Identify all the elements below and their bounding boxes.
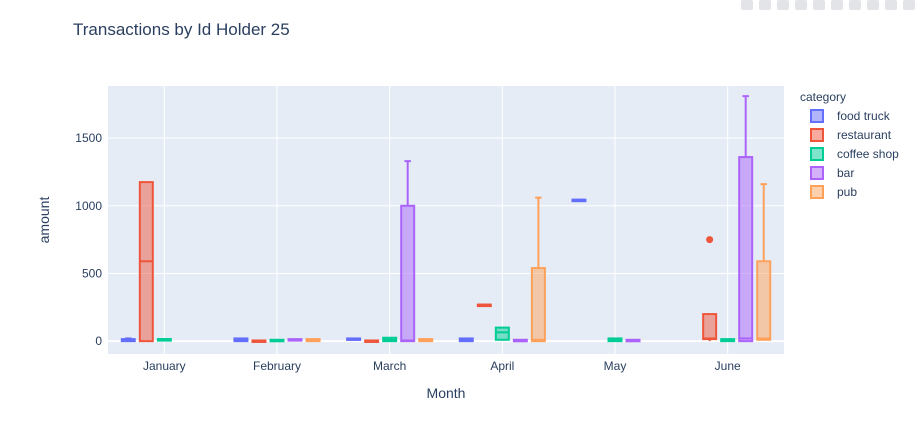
pan-icon[interactable]: [777, 0, 789, 10]
reset-axes-icon[interactable]: [885, 0, 897, 10]
plotly-logo-icon[interactable]: [903, 0, 915, 10]
x-tick-label: April: [490, 359, 514, 373]
box-mark[interactable]: [400, 160, 416, 343]
box-mark[interactable]: [720, 338, 736, 343]
box-traces: [120, 95, 772, 343]
chart-title: Transactions by Id Holder 25: [73, 20, 290, 39]
legend-item-pub[interactable]: pub: [810, 185, 857, 199]
x-tick-label: March: [373, 359, 406, 373]
legend-label: food truck: [837, 109, 891, 123]
box-mark[interactable]: [418, 338, 434, 343]
zoom-icon[interactable]: [759, 0, 771, 10]
box-mark[interactable]: [269, 338, 285, 343]
series-restaurant: [138, 181, 718, 343]
box-mark[interactable]: [571, 198, 587, 203]
select-box-icon[interactable]: [795, 0, 807, 10]
y-tick-label: 1000: [75, 199, 102, 213]
x-axis-ticks: January February March April May June: [143, 359, 741, 373]
x-axis-label: Month: [427, 385, 466, 401]
box-mark[interactable]: [702, 236, 718, 342]
box-mark[interactable]: [458, 337, 474, 343]
box-mark[interactable]: [756, 183, 772, 341]
box-mark[interactable]: [476, 303, 492, 308]
box-mark[interactable]: [625, 338, 641, 343]
lasso-icon[interactable]: [813, 0, 825, 10]
box-body: [530, 267, 546, 343]
legend-item-food-truck[interactable]: food truck: [810, 109, 891, 123]
box-mark[interactable]: [512, 338, 528, 343]
y-tick-label: 500: [82, 266, 102, 280]
x-tick-label: June: [715, 359, 741, 373]
box-mark[interactable]: [305, 338, 321, 343]
zoom-in-icon[interactable]: [831, 0, 843, 10]
x-tick-label: February: [253, 359, 301, 373]
box-body: [494, 326, 510, 341]
legend-label: restaurant: [837, 128, 892, 142]
y-tick-label: 0: [95, 334, 102, 348]
box-mark[interactable]: [494, 326, 510, 341]
legend-item-coffee-shop[interactable]: coffee shop: [810, 147, 899, 161]
box-mark[interactable]: [607, 337, 623, 343]
legend-swatch: [810, 147, 824, 161]
y-axis-label: amount: [36, 197, 52, 244]
y-tick-label: 1500: [75, 131, 102, 145]
legend-swatch: [810, 166, 824, 180]
legend-label: coffee shop: [837, 147, 899, 161]
x-tick-label: May: [604, 359, 627, 373]
legend-swatch: [810, 128, 824, 142]
box-mark[interactable]: [530, 196, 546, 343]
outlier-point[interactable]: [706, 236, 714, 244]
box-mark[interactable]: [156, 338, 172, 342]
box-body: [756, 260, 772, 341]
legend-label: pub: [837, 185, 857, 199]
box-body: [738, 156, 754, 343]
legend-swatch: [810, 185, 824, 199]
series-food-truck: [120, 198, 587, 343]
box-mark[interactable]: [251, 339, 267, 343]
box-mark[interactable]: [120, 337, 136, 343]
box-mark[interactable]: [364, 339, 380, 343]
legend-label: bar: [837, 166, 854, 180]
series-pub: [305, 183, 772, 343]
series-coffee-shop: [156, 326, 736, 343]
legend: category food truck restaurant coffee shop…: [800, 90, 899, 199]
camera-icon[interactable]: [741, 0, 753, 10]
box-mark[interactable]: [138, 181, 154, 343]
zoom-out-icon[interactable]: [849, 0, 861, 10]
autoscale-icon[interactable]: [867, 0, 879, 10]
plot-modebar[interactable]: [741, 0, 915, 10]
legend-title: category: [800, 90, 846, 104]
box-mark[interactable]: [346, 337, 362, 341]
box-body: [400, 204, 416, 343]
series-bar: [287, 95, 754, 343]
x-tick-label: January: [143, 359, 186, 373]
y-axis-ticks: 0 500 1000 1500: [75, 131, 102, 348]
box-body: [702, 313, 718, 341]
legend-item-bar[interactable]: bar: [810, 166, 854, 180]
box-mark[interactable]: [738, 95, 754, 343]
legend-item-restaurant[interactable]: restaurant: [810, 128, 892, 142]
box-mark[interactable]: [287, 338, 303, 342]
grid-lines: [108, 86, 784, 354]
plot-area[interactable]: [108, 86, 784, 354]
box-mark[interactable]: [233, 337, 249, 343]
box-mark[interactable]: [382, 336, 398, 343]
legend-swatch: [810, 109, 824, 123]
